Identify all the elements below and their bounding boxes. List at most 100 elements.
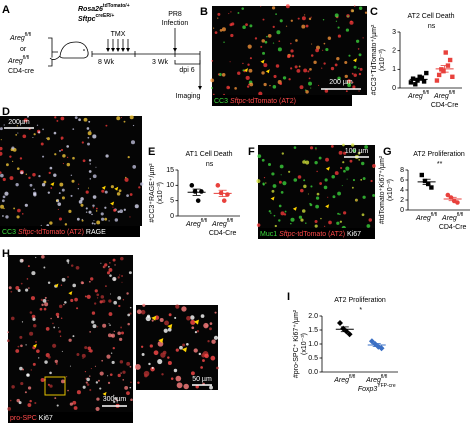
cell bbox=[16, 398, 20, 403]
cell bbox=[70, 264, 74, 267]
cell bbox=[364, 145, 368, 149]
cell bbox=[229, 23, 233, 27]
text-segment: fl/fl bbox=[431, 212, 437, 218]
cell bbox=[356, 39, 360, 43]
cell bbox=[274, 224, 277, 228]
cell bbox=[15, 182, 19, 187]
data-point bbox=[443, 50, 448, 55]
cell bbox=[27, 403, 32, 407]
cell bbox=[11, 146, 15, 150]
text-segment: RAGE bbox=[84, 229, 106, 236]
cell bbox=[21, 368, 25, 371]
cell bbox=[67, 389, 69, 392]
cell bbox=[35, 256, 37, 259]
cell bbox=[101, 359, 104, 362]
cell bbox=[78, 183, 80, 185]
cell bbox=[60, 379, 65, 384]
cell bbox=[144, 373, 148, 378]
cell bbox=[323, 185, 328, 190]
cell bbox=[113, 330, 115, 333]
panel-label: E bbox=[148, 146, 155, 158]
cell bbox=[297, 175, 302, 179]
cell bbox=[307, 70, 310, 73]
cell bbox=[309, 146, 314, 150]
cell bbox=[272, 184, 277, 188]
cell bbox=[20, 282, 23, 285]
cell bbox=[33, 133, 36, 136]
cell bbox=[114, 264, 116, 266]
y-tick-label: 0 bbox=[400, 207, 404, 214]
y-tick-label: 1.5 bbox=[308, 327, 318, 334]
cell bbox=[91, 213, 93, 216]
cell bbox=[307, 193, 309, 195]
cell bbox=[226, 85, 230, 90]
cell bbox=[47, 191, 51, 194]
cell bbox=[337, 34, 342, 38]
data-point bbox=[424, 70, 429, 76]
cell bbox=[119, 209, 123, 214]
arrowhead-marker bbox=[50, 182, 55, 187]
cell bbox=[151, 366, 154, 369]
cell bbox=[126, 292, 129, 295]
caption-strip bbox=[258, 228, 375, 239]
y-tick-label: 8 bbox=[400, 167, 404, 174]
cell bbox=[368, 218, 373, 222]
y-tick-label: 1 bbox=[392, 66, 396, 73]
cell bbox=[40, 142, 44, 146]
cell bbox=[5, 215, 9, 219]
cell bbox=[336, 56, 340, 61]
cell bbox=[60, 136, 64, 140]
cell bbox=[38, 174, 41, 178]
text-segment: Sftpc bbox=[277, 231, 295, 238]
cell bbox=[230, 11, 232, 13]
arrow-head bbox=[106, 48, 110, 52]
cell bbox=[91, 311, 96, 315]
cell bbox=[85, 190, 89, 194]
cell bbox=[358, 67, 360, 70]
cell bbox=[214, 311, 217, 314]
cell bbox=[130, 140, 136, 145]
cell bbox=[86, 377, 90, 382]
cell bbox=[25, 173, 27, 175]
cell bbox=[104, 190, 108, 194]
scale-label: 200µm bbox=[8, 119, 30, 126]
cell bbox=[21, 321, 24, 323]
cell bbox=[353, 73, 357, 77]
cell bbox=[36, 349, 40, 353]
cell bbox=[304, 159, 306, 161]
cell bbox=[294, 65, 298, 69]
arrowhead-marker bbox=[292, 206, 297, 211]
text-segment: fl/fl bbox=[25, 32, 31, 38]
cell bbox=[88, 170, 92, 173]
cell bbox=[50, 317, 52, 320]
cell bbox=[303, 179, 306, 182]
cell bbox=[132, 124, 135, 127]
cell bbox=[343, 169, 346, 173]
cell bbox=[211, 86, 213, 89]
cell bbox=[362, 177, 366, 180]
cell bbox=[322, 49, 324, 51]
arrowhead-marker bbox=[265, 69, 270, 74]
cell bbox=[20, 344, 23, 348]
cell bbox=[167, 327, 172, 332]
cell bbox=[26, 278, 29, 280]
chart-title: AT1 Cell Death bbox=[186, 151, 233, 158]
cell bbox=[113, 300, 118, 305]
cell bbox=[113, 400, 116, 403]
cell bbox=[129, 216, 131, 218]
cell bbox=[293, 178, 298, 182]
cell bbox=[27, 265, 30, 268]
cell bbox=[72, 400, 77, 405]
cell bbox=[99, 387, 102, 390]
cell bbox=[270, 212, 272, 214]
cell bbox=[209, 385, 213, 390]
cell bbox=[70, 194, 73, 197]
cell bbox=[214, 31, 218, 34]
cell bbox=[104, 206, 107, 209]
cell bbox=[94, 365, 97, 367]
cell bbox=[140, 182, 144, 186]
cell bbox=[298, 215, 303, 219]
cell bbox=[330, 66, 335, 71]
cell bbox=[336, 221, 340, 225]
cell bbox=[290, 49, 294, 53]
